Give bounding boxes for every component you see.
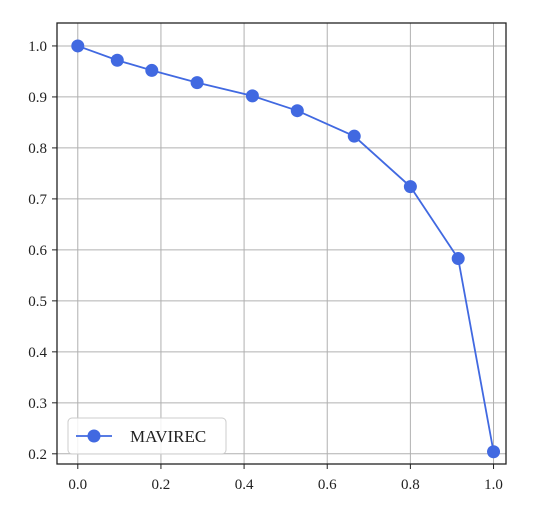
legend: MAVIREC xyxy=(68,418,226,454)
legend-marker xyxy=(88,430,101,443)
y-tick-label: 0.8 xyxy=(28,141,47,157)
data-point xyxy=(71,39,84,52)
data-point xyxy=(487,445,500,458)
series-lines xyxy=(78,46,494,452)
data-point xyxy=(348,130,361,143)
legend-label: MAVIREC xyxy=(130,427,206,446)
data-point xyxy=(404,180,417,193)
y-tick-label: 1.0 xyxy=(28,39,47,55)
x-tick-label: 0.8 xyxy=(401,477,420,493)
x-tick-label: 1.0 xyxy=(484,477,503,493)
y-tick-label: 0.6 xyxy=(28,243,47,259)
y-tick-label: 0.7 xyxy=(28,192,47,208)
x-tick-label: 0.4 xyxy=(235,477,254,493)
x-tick-label: 0.0 xyxy=(68,477,87,493)
y-tick-label: 0.4 xyxy=(28,345,47,361)
data-point xyxy=(246,89,259,102)
plot-frame xyxy=(57,23,506,464)
x-tick-label: 0.6 xyxy=(318,477,337,493)
x-tick-label: 0.2 xyxy=(152,477,171,493)
axis-ticks xyxy=(52,46,494,469)
y-tick-label: 0.5 xyxy=(28,294,47,310)
data-point xyxy=(111,54,124,67)
data-point xyxy=(191,76,204,89)
series-line xyxy=(78,46,494,452)
y-tick-label: 0.2 xyxy=(28,447,47,463)
data-point xyxy=(291,104,304,117)
series-points xyxy=(71,39,500,458)
y-tick-label: 0.9 xyxy=(28,90,47,106)
y-tick-label: 0.3 xyxy=(28,396,47,412)
data-point xyxy=(452,252,465,265)
grid-lines xyxy=(57,23,506,464)
data-point xyxy=(145,64,158,77)
